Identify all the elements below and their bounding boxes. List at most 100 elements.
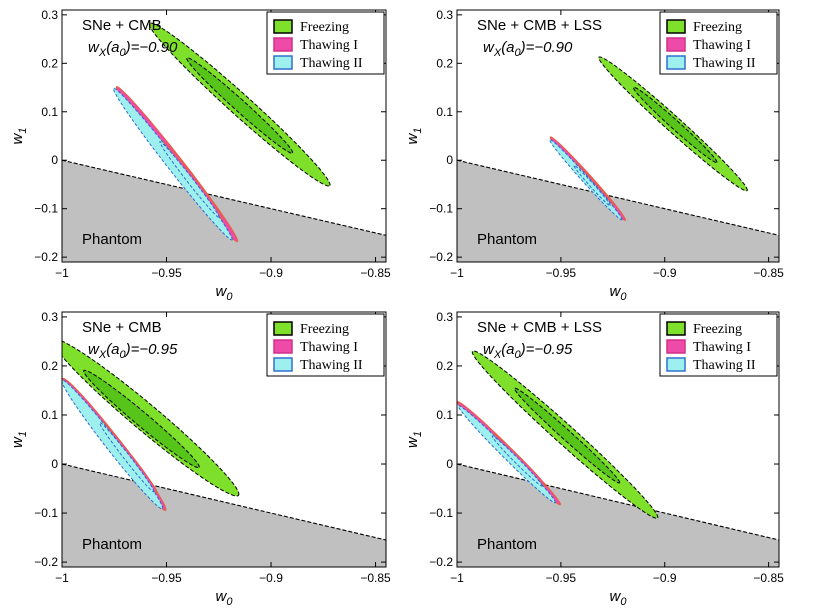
y-tick-label: 0.2 xyxy=(436,359,453,373)
y-tick-label: −0.1 xyxy=(34,506,58,520)
y-tick-label: −0.2 xyxy=(429,250,453,264)
panel-title: SNe + CMB + LSS xyxy=(477,17,602,34)
axes-frame xyxy=(61,9,387,263)
legend-swatch-thawing2 xyxy=(666,55,686,70)
y-axis-label: w1 xyxy=(9,431,29,448)
y-tick-label: 0.2 xyxy=(41,359,58,373)
y-tick-label: −0.1 xyxy=(429,202,453,216)
legend: Freezing Thawing I Thawing II xyxy=(659,313,778,377)
y-tick-label: 0.1 xyxy=(41,408,58,422)
legend-label-freezing: Freezing xyxy=(693,20,742,35)
x-tick-label: −0.9 xyxy=(259,571,283,585)
legend: Freezing Thawing I Thawing II xyxy=(659,11,778,75)
x-tick-label: −0.85 xyxy=(753,571,784,585)
x-tick-label: −1 xyxy=(55,266,69,280)
panel-1: Phantom −1 −0.95 −0.9 −0.85 −0.2 −0.1 0 0.1 0.2 0.… xyxy=(9,8,391,303)
y-tick-label: −0.2 xyxy=(34,250,58,264)
y-axis-label: w1 xyxy=(404,431,424,448)
y-tick-label: 0 xyxy=(446,153,453,167)
legend-label-freezing: Freezing xyxy=(300,322,349,337)
phantom-label: Phantom xyxy=(477,536,537,553)
legend-label-freezing: Freezing xyxy=(693,322,742,337)
x-tick-label: −0.85 xyxy=(360,266,391,280)
x-tick-label: −0.9 xyxy=(259,266,283,280)
phantom-boundary-line xyxy=(457,463,779,541)
thawing-ii-contour-outer xyxy=(112,87,233,241)
legend: Freezing Thawing I Thawing II xyxy=(266,11,385,75)
panel-title: SNe + CMB + LSS xyxy=(477,319,602,336)
thawing-ii-contour-inner xyxy=(491,435,543,487)
y-tick-label: 0.1 xyxy=(41,105,58,119)
panel-2: Phantom −1 −0.95 −0.9 −0.85 −0.2 −0.1 0 0.1 0.2 0.… xyxy=(404,8,784,303)
y-tick-label: 0.1 xyxy=(436,105,453,119)
phantom-region xyxy=(457,464,779,567)
y-tick-label: 0.3 xyxy=(436,8,453,22)
legend-swatch-freezing xyxy=(666,19,686,34)
x-tick-label: −0.95 xyxy=(546,571,577,585)
y-tick-label: 0.1 xyxy=(436,408,453,422)
x-tick-label: −1 xyxy=(450,266,464,280)
panel-subtitle: wX(a0)=−0.95 xyxy=(88,341,178,361)
x-axis-label: w0 xyxy=(610,283,628,303)
x-tick-label: −0.9 xyxy=(653,266,677,280)
panel-subtitle: wX(a0)=−0.90 xyxy=(88,39,178,59)
thawing-ii-contour-inner xyxy=(573,164,611,206)
legend-swatch-thawing2 xyxy=(666,357,686,372)
y-tick-label: 0.3 xyxy=(41,310,58,324)
legend-swatch-thawing1 xyxy=(666,339,686,354)
phantom-boundary-line xyxy=(62,159,386,236)
y-tick-label: 0.3 xyxy=(41,8,58,22)
y-tick-label: 0.3 xyxy=(436,310,453,324)
freezing-contour-inner xyxy=(632,86,718,164)
freezing-contour-inner xyxy=(83,369,200,468)
y-tick-label: −0.1 xyxy=(429,506,453,520)
phantom-boundary-line xyxy=(62,463,386,541)
y-tick-label: −0.2 xyxy=(34,555,58,569)
phantom-label: Phantom xyxy=(82,536,142,553)
legend-label-thawing1: Thawing I xyxy=(693,340,751,355)
x-tick-label: −0.9 xyxy=(653,571,677,585)
x-tick-label: −0.85 xyxy=(753,266,784,280)
phantom-label: Phantom xyxy=(477,231,537,248)
x-axis-label: w0 xyxy=(610,588,628,608)
legend-label-thawing1: Thawing I xyxy=(693,38,751,53)
legend-swatch-thawing1 xyxy=(666,37,686,52)
legend-swatch-freezing xyxy=(273,19,293,34)
freezing-contour-inner xyxy=(186,57,294,154)
legend-label-thawing2: Thawing II xyxy=(693,358,756,373)
legend-label-thawing2: Thawing II xyxy=(300,358,363,373)
x-tick-label: −1 xyxy=(55,571,69,585)
legend-swatch-thawing1 xyxy=(273,339,293,354)
panel-4: Phantom −1 −0.95 −0.9 −0.85 −0.2 −0.1 0 0.1 0.2 0.… xyxy=(404,310,784,608)
legend-swatch-freezing xyxy=(666,321,686,336)
panel-3: Phantom −1 −0.95 −0.9 −0.85 −0.2 −0.1 0 0.1 0.2 0.… xyxy=(9,310,391,608)
thawing-ii-contour-inner xyxy=(99,421,155,493)
panel-title: SNe + CMB xyxy=(82,17,162,34)
panel-subtitle: wX(a0)=−0.95 xyxy=(483,341,573,361)
thawing-ii-contour-outer xyxy=(457,405,556,504)
legend-label-thawing2: Thawing II xyxy=(300,56,363,71)
legend-swatch-freezing xyxy=(273,321,293,336)
legend-swatch-thawing2 xyxy=(273,357,293,372)
y-tick-label: 0 xyxy=(51,457,58,471)
phantom-boundary-line xyxy=(457,159,779,236)
y-tick-label: −0.1 xyxy=(34,202,58,216)
x-axis-label: w0 xyxy=(216,283,234,303)
x-tick-label: −0.85 xyxy=(360,571,391,585)
phantom-region xyxy=(62,160,386,262)
freezing-contour-inner xyxy=(513,387,621,484)
legend-label-thawing1: Thawing I xyxy=(300,340,358,355)
x-tick-label: −0.95 xyxy=(151,266,182,280)
panel-subtitle: wX(a0)=−0.90 xyxy=(483,39,573,59)
x-tick-label: −0.95 xyxy=(546,266,577,280)
legend-label-thawing1: Thawing I xyxy=(300,38,358,53)
legend-label-freezing: Freezing xyxy=(300,20,349,35)
axes-frame xyxy=(456,311,780,568)
x-tick-label: −0.95 xyxy=(151,571,182,585)
y-tick-label: 0.2 xyxy=(436,56,453,70)
x-tick-label: −1 xyxy=(450,571,464,585)
legend-label-thawing2: Thawing II xyxy=(693,56,756,71)
axes-frame xyxy=(456,9,780,263)
y-axis-label: w1 xyxy=(9,128,29,145)
